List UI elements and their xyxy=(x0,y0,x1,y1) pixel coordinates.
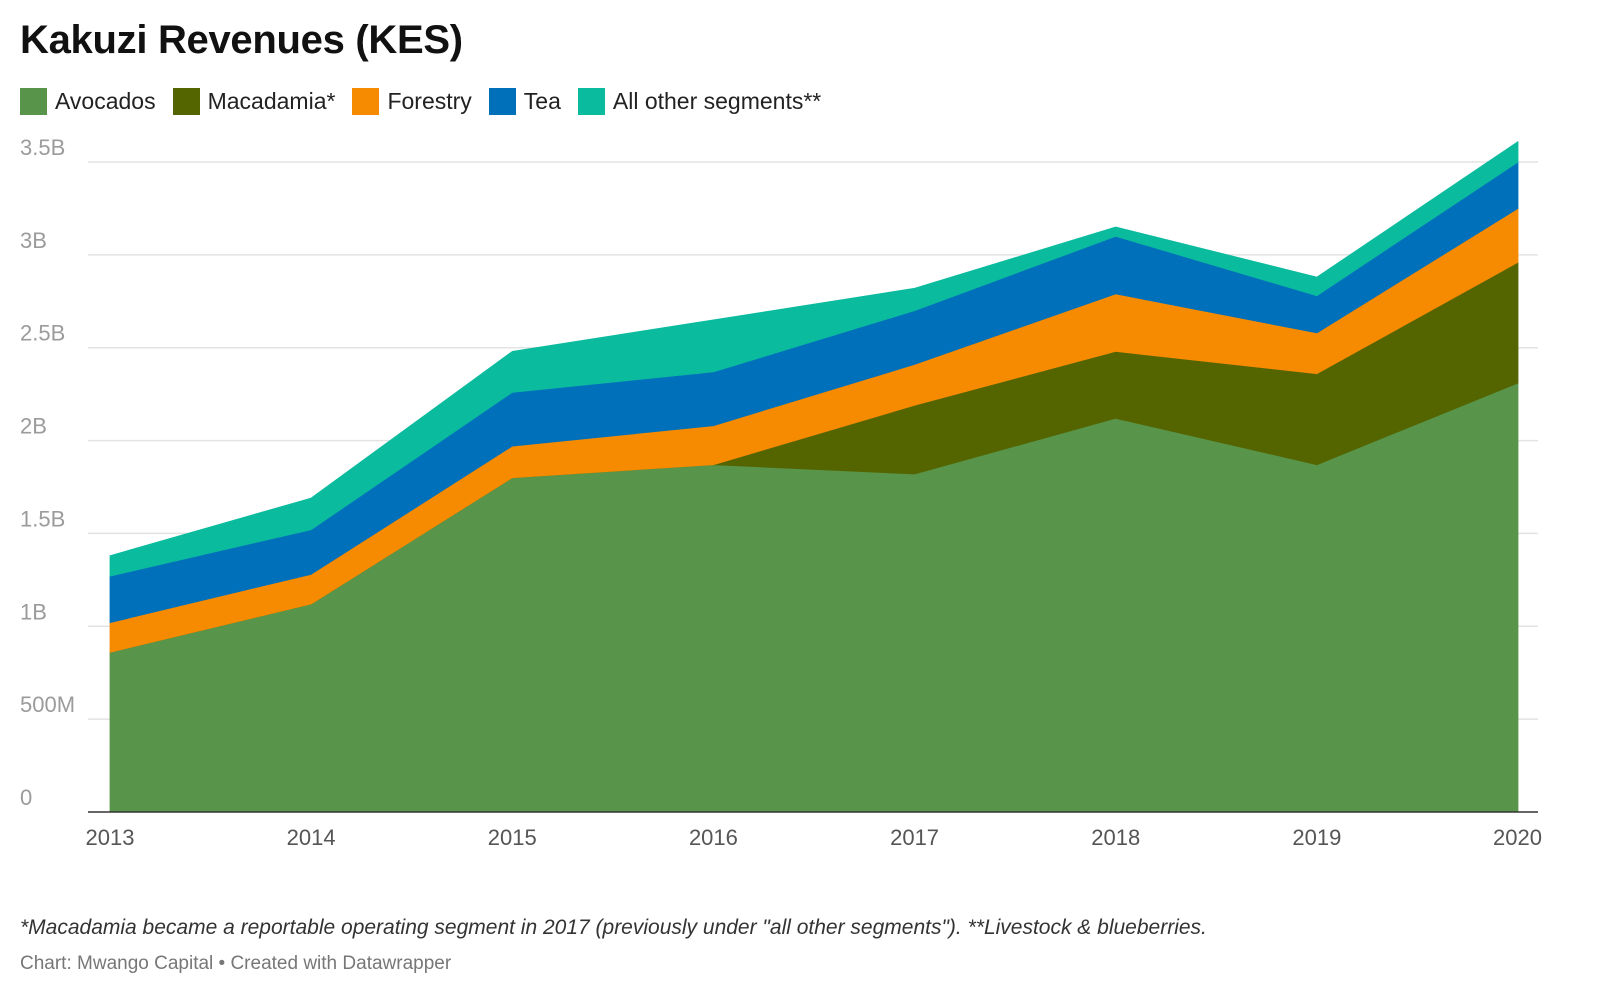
x-tick-label: 2013 xyxy=(86,825,135,850)
y-tick-label: 3.5B xyxy=(20,135,65,160)
legend: Avocados Macadamia* Forestry Tea All oth… xyxy=(20,88,838,115)
y-tick-label: 500M xyxy=(20,692,75,717)
area-series xyxy=(109,141,1519,813)
legend-swatch-forestry xyxy=(352,88,380,115)
legend-item-macadamia: Macadamia* xyxy=(172,88,336,115)
chart-title: Kakuzi Revenues (KES) xyxy=(20,18,463,62)
legend-swatch-avocados xyxy=(20,88,47,115)
footnote: *Macadamia became a reportable operating… xyxy=(20,916,1207,939)
legend-label-avocados: Avocados xyxy=(55,88,156,114)
area-all-other-segments xyxy=(109,141,1519,577)
legend-swatch-macadamia xyxy=(172,88,200,115)
x-tick-label: 2015 xyxy=(488,825,537,850)
source-credit: Chart: Mwango Capital • Created with Dat… xyxy=(20,953,452,974)
x-tick-label: 2019 xyxy=(1292,825,1341,850)
legend-label-other: All other segments** xyxy=(612,88,822,114)
y-tick-label: 1.5B xyxy=(20,506,65,531)
legend-label-tea: Tea xyxy=(523,88,561,114)
legend-label-macadamia: Macadamia* xyxy=(207,88,336,114)
y-tick-label: 0 xyxy=(20,785,32,810)
legend-item-forestry: Forestry xyxy=(352,88,472,115)
legend-swatch-other xyxy=(577,88,605,115)
x-tick-label: 2017 xyxy=(890,825,939,850)
legend-item-other: All other segments** xyxy=(577,88,822,115)
legend-label-forestry: Forestry xyxy=(387,88,472,114)
x-tick-label: 2020 xyxy=(1493,825,1542,850)
y-tick-label: 1B xyxy=(20,599,47,624)
y-tick-label: 2B xyxy=(20,414,47,439)
axes: 0 500M 1B 1.5B 2B 2.5B 3B 3.5B 2013 2014 2015 2016 2… xyxy=(20,135,1542,850)
y-tick-label: 3B xyxy=(20,228,47,253)
x-tick-label: 2014 xyxy=(287,825,336,850)
legend-item-tea: Tea xyxy=(488,88,561,115)
x-tick-label: 2018 xyxy=(1091,825,1140,850)
x-tick-label: 2016 xyxy=(689,825,738,850)
legend-item-avocados: Avocados xyxy=(20,88,156,115)
y-tick-label: 2.5B xyxy=(20,321,65,346)
legend-swatch-tea xyxy=(488,88,516,115)
